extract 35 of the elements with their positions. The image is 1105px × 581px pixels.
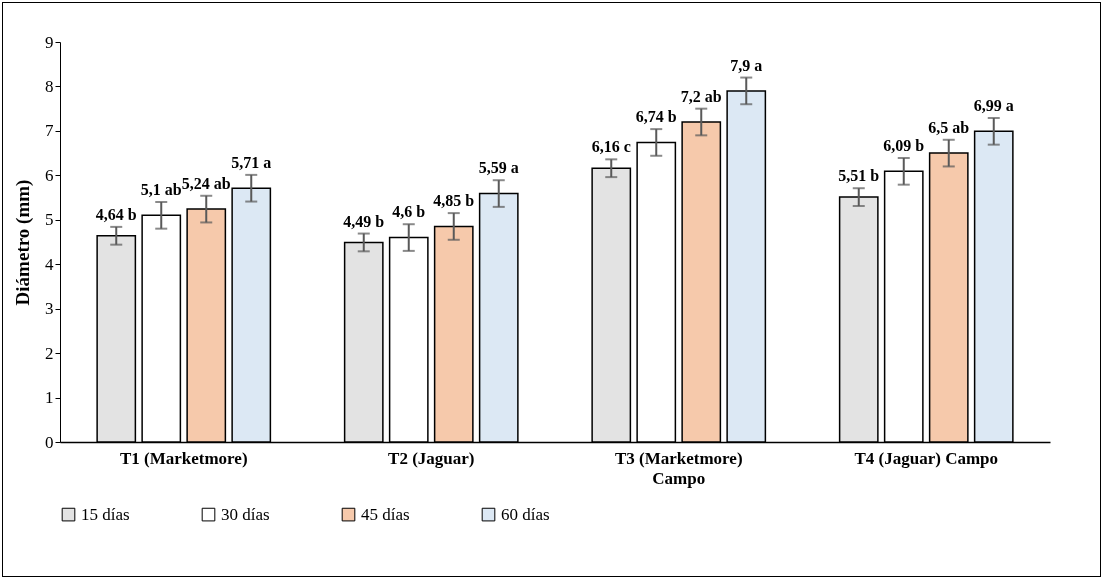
y-tick-label: 5: [45, 210, 54, 230]
data-label: 4,6 b: [392, 203, 426, 221]
data-label: 5,59 a: [478, 159, 519, 177]
y-tick-label: 8: [45, 76, 54, 96]
y-tick-label: 0: [45, 432, 54, 452]
data-label: 5,51 b: [838, 167, 880, 185]
data-label: 5,24 ab: [181, 174, 231, 192]
data-label: 4,49 b: [343, 212, 385, 230]
data-label: 4,64 b: [95, 205, 137, 223]
data-label: 6,74 b: [635, 108, 677, 126]
y-tick-label: 7: [45, 121, 54, 141]
legend-label: 60 días: [501, 504, 550, 524]
data-label: 6,99 a: [973, 97, 1014, 114]
y-tick-label: 3: [45, 299, 54, 319]
data-label: 7,9 a: [730, 56, 763, 74]
y-tick-label: 1: [45, 388, 54, 408]
legend-label: 30 días: [221, 504, 270, 524]
y-tick-label: 9: [45, 32, 54, 52]
data-label: 6,09 b: [883, 137, 925, 154]
x-tick-label: T4 (Jaguar) Campo: [854, 448, 999, 468]
y-tick-label: 2: [45, 343, 54, 363]
y-tick-label: 6: [45, 165, 54, 185]
data-label: 5,71 a: [231, 153, 272, 171]
data-label: 6,16 c: [591, 138, 631, 156]
x-tick-label: T3 (Marketmore) Campo: [614, 448, 743, 488]
data-label: 4,85 b: [433, 192, 475, 210]
x-tick-label: T2 (Jaguar): [388, 448, 475, 468]
legend-label: 15 días: [81, 504, 130, 524]
data-label: 7,2 ab: [680, 87, 722, 105]
x-tick-label: T1 (Marketmore): [119, 448, 248, 468]
data-label: 6,5 ab: [928, 118, 970, 136]
legend-label: 45 días: [361, 504, 410, 524]
data-label: 5,1 ab: [140, 181, 182, 198]
y-tick-label: 4: [45, 254, 54, 274]
y-axis-title: Diámetro (mm): [12, 179, 34, 306]
